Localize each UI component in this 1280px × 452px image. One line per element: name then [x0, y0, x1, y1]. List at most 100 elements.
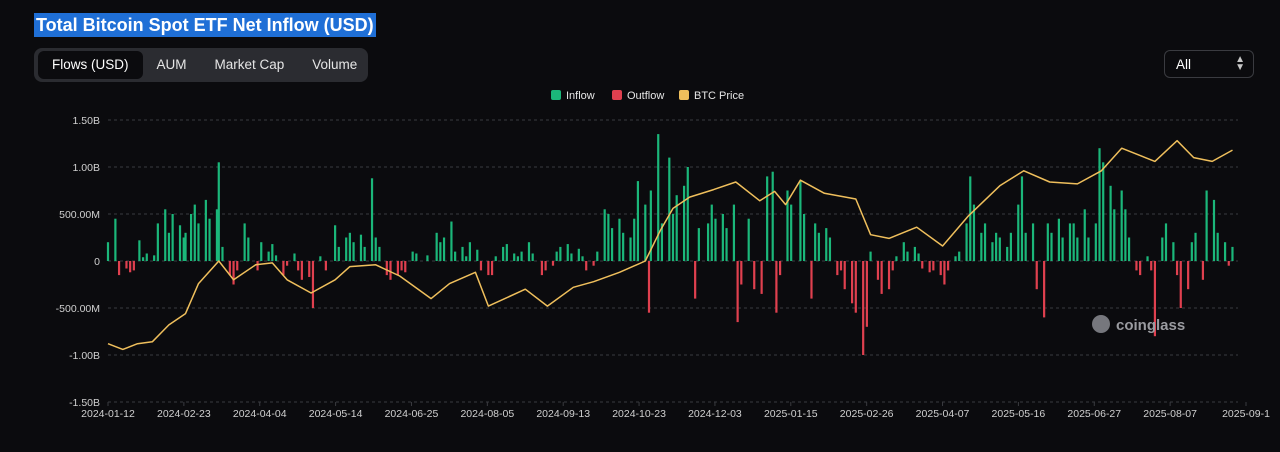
x-tick-label: 2024-10-23 — [612, 408, 666, 420]
outflow-bar — [1035, 261, 1038, 290]
outflow-bar — [843, 261, 846, 290]
inflow-bar — [766, 176, 769, 261]
inflow-bar — [983, 223, 987, 261]
outflow-bar — [876, 261, 880, 280]
outflow-bar — [1201, 261, 1205, 280]
inflow-bar — [334, 225, 337, 261]
inflow-bar — [1109, 185, 1112, 261]
tab-market-cap[interactable]: Market Cap — [214, 57, 285, 72]
x-tick-label: 2025-08-07 — [1143, 408, 1197, 420]
outflow-bar — [921, 261, 924, 269]
inflow-bar — [622, 232, 625, 261]
inflow-bar — [164, 209, 167, 261]
inflow-bar — [1098, 148, 1101, 261]
outflow-bar — [1043, 261, 1046, 318]
inflow-bar — [618, 218, 621, 261]
outflow-bar — [232, 261, 235, 285]
inflow-bar — [636, 181, 640, 261]
x-tick-label: 2024-09-13 — [536, 408, 590, 420]
inflow-bar — [243, 223, 246, 261]
outflow-bar — [540, 261, 544, 276]
inflow-bar — [442, 237, 446, 261]
inflow-bar — [697, 228, 700, 261]
outflow-bar — [753, 261, 756, 290]
legend-label: BTC Price — [694, 90, 744, 102]
inflow-bar — [1083, 209, 1086, 261]
x-tick-label: 2024-12-03 — [688, 408, 742, 420]
inflow-bar — [426, 255, 429, 261]
inflow-bar — [1061, 237, 1064, 261]
inflow-bar — [603, 209, 606, 261]
outflow-bar — [389, 261, 392, 280]
time-range-select[interactable]: All ▲ ▼ — [1164, 50, 1254, 78]
x-tick-label: 2025-09-1 — [1222, 408, 1270, 420]
inflow-bar — [461, 246, 464, 261]
inflow-bar — [686, 167, 689, 261]
inflow-bar — [274, 255, 278, 261]
page-title: Total Bitcoin Spot ETF Net Inflow (USD) — [34, 13, 376, 37]
y-tick-label: -1.50B — [69, 397, 100, 409]
outflow-bar — [1227, 261, 1230, 266]
outflow-bar — [880, 261, 883, 294]
legend-label: Inflow — [566, 90, 595, 102]
inflow-bar — [958, 251, 961, 261]
tab-volume[interactable]: Volume — [312, 57, 358, 72]
inflow-bar — [869, 251, 872, 261]
y-tick-label: -500.00M — [56, 303, 100, 315]
inflow-bar — [1146, 256, 1149, 261]
inflow-bar — [1190, 242, 1193, 261]
inflow-bar — [374, 237, 377, 261]
inflow-bar — [902, 242, 905, 261]
x-tick-label: 2025-05-16 — [992, 408, 1046, 420]
inflow-bar — [725, 228, 728, 261]
inflow-bar — [675, 195, 678, 261]
inflow-bar — [1124, 209, 1127, 261]
outflow-bar — [256, 261, 259, 271]
inflow-bar — [156, 223, 159, 261]
inflow-bar — [1212, 199, 1216, 261]
outflow-bar — [836, 261, 839, 276]
outflow-bar — [479, 261, 483, 271]
inflow-bar — [682, 185, 686, 261]
inflow-bar — [1172, 242, 1175, 261]
inflow-bar — [204, 199, 207, 261]
inflow-bar — [1161, 237, 1164, 261]
outflow-bar — [1139, 261, 1142, 276]
x-tick-label: 2024-04-04 — [233, 408, 287, 420]
inflow-bar — [1231, 246, 1234, 261]
outflow-bar — [647, 261, 651, 313]
inflow-bar — [1068, 223, 1072, 261]
inflow-bar — [352, 242, 355, 261]
inflow-bar — [138, 240, 141, 261]
inflow-bar — [577, 248, 580, 261]
tab-flows[interactable]: Flows (USD) — [38, 51, 143, 79]
inflow-bar — [828, 237, 832, 261]
outflow-bar — [839, 261, 843, 271]
tab-aum[interactable]: AUM — [156, 57, 187, 72]
outflow-bar — [887, 261, 891, 290]
outflow-bar — [928, 261, 931, 273]
inflow-bar — [995, 232, 998, 261]
x-tick-label: 2025-01-15 — [764, 408, 818, 420]
inflow-bar — [802, 214, 806, 261]
outflow-bar — [551, 261, 555, 266]
inflow-bar — [439, 242, 442, 261]
inflow-bar — [1087, 237, 1090, 261]
up-down-chevron-icon: ▲ ▼ — [1235, 54, 1245, 73]
inflow-bar — [566, 244, 569, 261]
outflow-bar — [400, 261, 403, 271]
inflow-bar — [1072, 223, 1075, 261]
inflow-bar — [348, 232, 351, 261]
inflow-bar — [799, 181, 802, 261]
inflow-bar — [1216, 232, 1219, 261]
inflow-bar — [359, 234, 363, 261]
inflow-bar — [189, 214, 193, 261]
outflow-bar — [810, 261, 813, 299]
outflow-bar — [862, 261, 865, 355]
inflow-bar — [991, 242, 994, 261]
inflow-bar — [721, 214, 724, 261]
btc-price-line — [107, 139, 1233, 351]
inflow-bar — [411, 251, 414, 261]
x-tick-label: 2025-06-27 — [1067, 408, 1121, 420]
outflow-bar — [324, 261, 327, 271]
